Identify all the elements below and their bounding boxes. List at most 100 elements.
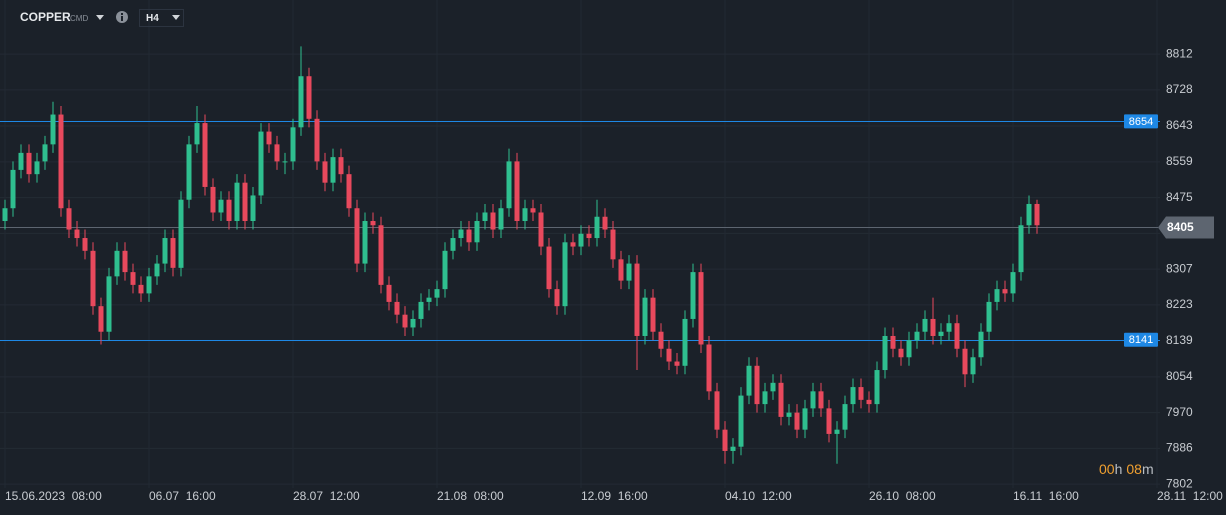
candle-body: [994, 289, 1000, 302]
candle-body: [370, 221, 376, 226]
candle-body: [18, 152, 24, 170]
candle-body: [274, 144, 280, 162]
candle-body: [810, 391, 816, 409]
candle-body: [866, 399, 872, 405]
candle-body: [282, 161, 288, 163]
candle-body: [1026, 203, 1032, 226]
candle-body: [490, 212, 496, 230]
x-tick-label: 15.06.2023 08:00: [5, 489, 102, 503]
last-price-tag: [1158, 216, 1214, 239]
candle-body: [770, 382, 776, 392]
info-glyph-dot: [121, 13, 123, 15]
candle-body: [538, 212, 544, 247]
candle-body: [522, 208, 528, 222]
candle-body: [362, 221, 368, 264]
candle-body: [922, 318, 928, 332]
candle-body: [474, 221, 480, 243]
candle-body: [2, 208, 8, 222]
candle-body: [138, 284, 144, 294]
x-tick-label: 12.09 16:00: [581, 489, 648, 503]
candle-body: [178, 199, 184, 268]
candle-body: [330, 157, 336, 183]
candle-body: [754, 365, 760, 405]
candle-body: [898, 348, 904, 358]
y-tick-label: 8054: [1166, 369, 1193, 383]
level-tag-label: 8654: [1129, 116, 1153, 128]
level-tag-label: 8141: [1129, 334, 1153, 346]
candle-body: [642, 297, 648, 336]
candle-body: [938, 331, 944, 336]
candle-body: [298, 76, 304, 128]
candle-body: [498, 208, 504, 230]
candle-body: [658, 331, 664, 349]
level-tag: [1124, 114, 1158, 129]
y-tick-label: 8559: [1166, 154, 1193, 168]
candle-body: [906, 340, 912, 358]
candle-body: [250, 195, 256, 222]
candle-body: [226, 199, 232, 222]
candle-body: [170, 238, 176, 268]
y-tick-label: 8812: [1166, 46, 1193, 60]
candle-body: [146, 276, 152, 294]
candle-body: [826, 408, 832, 434]
candle-body: [74, 229, 80, 239]
candle-body: [26, 152, 32, 175]
candle-body: [914, 331, 920, 341]
candle-body: [266, 131, 272, 145]
y-tick-label: 8307: [1166, 261, 1193, 275]
candle-body: [394, 301, 400, 315]
candle-body: [106, 276, 112, 332]
candle-body: [682, 318, 688, 366]
candle-body: [34, 161, 40, 175]
candle-body: [586, 233, 592, 239]
candle-body: [954, 323, 960, 349]
info-glyph: [121, 16, 123, 21]
timeframe[interactable]: H4: [146, 13, 159, 24]
candle-body: [258, 131, 264, 196]
timeframe-box[interactable]: [139, 9, 184, 27]
x-tick-label: 28.11 12:00: [1157, 489, 1223, 503]
candle-body: [42, 144, 48, 162]
candle-body: [506, 161, 512, 209]
candle-body: [1034, 203, 1040, 226]
candle-body: [410, 318, 416, 328]
candle-body: [402, 314, 408, 328]
candle-body: [130, 272, 136, 285]
candle-body: [714, 391, 720, 430]
market: CMD: [70, 14, 88, 23]
countdown-minutes-unit: m: [1142, 461, 1154, 477]
candle-body: [458, 229, 464, 239]
candle-body: [602, 216, 608, 230]
plot: 7802788679708054813982238307839184758559…: [0, 46, 1224, 504]
candle-body: [626, 263, 632, 281]
countdown: 00h 08m: [1099, 461, 1154, 477]
candle-body: [738, 395, 744, 447]
x-tick-label: 21.08 08:00: [437, 489, 504, 503]
candle-body: [338, 157, 344, 175]
candle-body: [186, 144, 192, 200]
candle-body: [730, 446, 736, 451]
candle-body: [466, 229, 472, 243]
candle-body: [426, 297, 432, 302]
candle-body: [634, 263, 640, 336]
countdown-minutes: 08: [1126, 461, 1142, 477]
candle-body: [242, 182, 248, 222]
x-tick-label: 28.07 12:00: [293, 489, 360, 503]
candle-body: [314, 118, 320, 162]
candle-body: [746, 365, 752, 396]
candle-body: [834, 429, 840, 434]
candle-body: [378, 225, 384, 285]
y-tick-label: 8728: [1166, 82, 1193, 96]
candle-body: [386, 284, 392, 302]
candle-body: [50, 114, 56, 145]
symbol-dropdown[interactable]: [96, 15, 104, 20]
symbol[interactable]: COPPER: [20, 10, 71, 24]
candle-body: [610, 229, 616, 260]
timeframe-dropdown[interactable]: [172, 15, 180, 20]
candle-body: [690, 272, 696, 319]
candle-body: [858, 387, 864, 400]
candle-body: [842, 404, 848, 430]
candle-body: [778, 382, 784, 417]
